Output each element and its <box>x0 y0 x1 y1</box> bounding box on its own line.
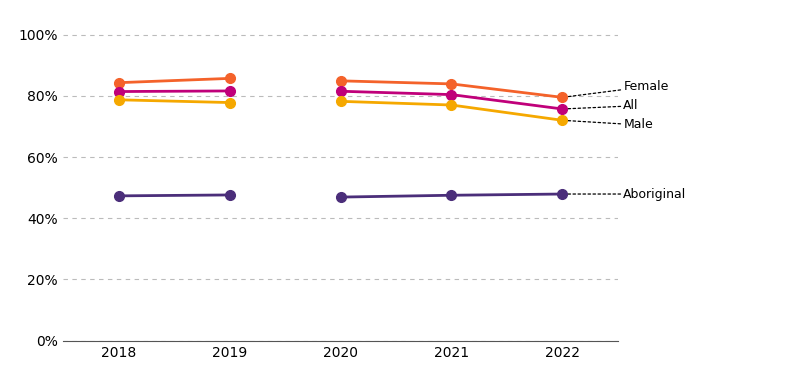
Text: Female: Female <box>562 80 668 98</box>
Text: Aboriginal: Aboriginal <box>562 188 687 200</box>
Text: Male: Male <box>562 118 653 132</box>
Text: All: All <box>562 99 639 113</box>
